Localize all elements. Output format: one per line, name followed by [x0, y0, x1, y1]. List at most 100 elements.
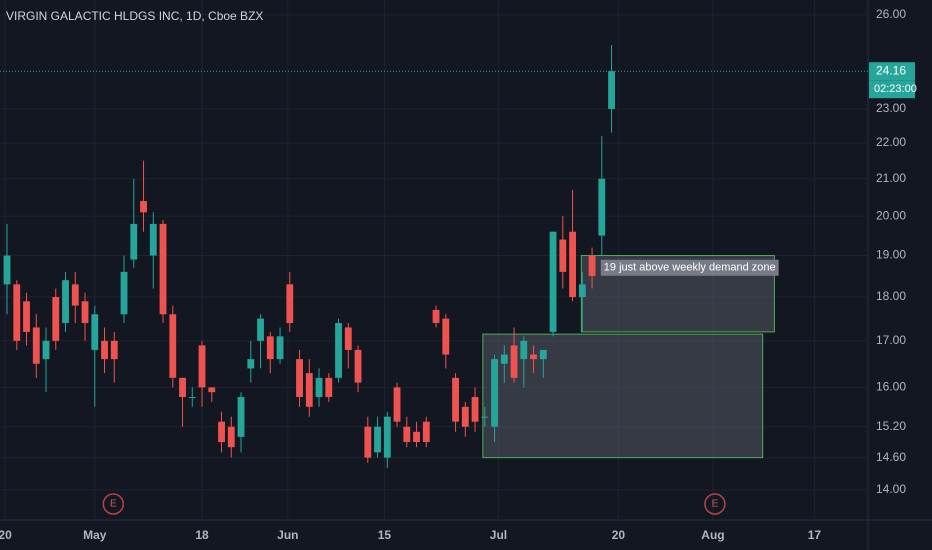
x-tick-label: 18: [195, 528, 209, 542]
candle-body: [549, 231, 557, 332]
candle-body: [608, 71, 615, 109]
y-tick-label: 23.00: [876, 101, 906, 115]
y-tick-label: 14.60: [876, 450, 906, 464]
candle-body: [354, 349, 362, 383]
candle-body: [227, 426, 235, 448]
candle-body: [393, 387, 401, 422]
candle-body: [500, 354, 508, 364]
candle-body: [539, 349, 547, 360]
candle-body: [559, 239, 567, 272]
candle-body: [598, 178, 606, 236]
plot: 19 just above weekly demand zone E E: [0, 44, 868, 515]
candle-body: [266, 336, 274, 360]
candle-body: [491, 359, 498, 427]
candle-body: [296, 359, 303, 398]
candle-body: [52, 297, 60, 341]
candle-body: [208, 387, 216, 393]
candle-body: [169, 314, 177, 378]
last-price-tag: [869, 62, 915, 81]
earnings-label: E: [712, 499, 719, 510]
candle-body: [578, 284, 586, 298]
x-tick-label: 15: [378, 528, 392, 542]
candle-body: [218, 421, 225, 443]
y-tick-label: 26.00: [876, 7, 906, 21]
candle-body: [110, 340, 118, 360]
y-tick-label: 15.20: [876, 419, 906, 433]
candle-body: [81, 301, 89, 324]
candle-body: [471, 397, 479, 422]
candle-body: [422, 421, 430, 443]
candle-body: [442, 318, 450, 355]
last-price-label: 24.16: [876, 63, 906, 77]
candle-body: [344, 327, 352, 350]
y-tick-label: 20.00: [876, 208, 906, 222]
y-tick-label: 18.00: [876, 289, 906, 303]
earnings-marker: [704, 493, 726, 515]
candle-body: [91, 314, 99, 350]
x-tick-label: May: [83, 528, 107, 542]
y-tick-label: 14.00: [876, 482, 906, 496]
demand-zone: [482, 333, 764, 459]
candle-body: [305, 373, 313, 407]
candle-body: [101, 340, 108, 360]
candle-body: [179, 377, 186, 398]
candle-body: [198, 345, 206, 388]
x-tick-label: 20: [0, 528, 12, 542]
chart-title: VIRGIN GALACTIC HLDGS INC, 1D, Cboe BZX: [6, 9, 263, 23]
candle-body: [42, 340, 50, 360]
earnings-label: E: [110, 499, 117, 510]
candle-body: [286, 284, 294, 324]
candle-body: [62, 280, 69, 324]
x-tick-label: Aug: [701, 528, 724, 542]
annotation-bg: [600, 259, 779, 276]
candle-body: [3, 255, 11, 285]
candle-body: [335, 323, 342, 378]
candle-body: [413, 431, 420, 443]
candle-body: [569, 231, 576, 298]
candle-body: [364, 426, 372, 458]
y-tick-label: 19.00: [876, 248, 906, 262]
candle-body: [247, 359, 255, 369]
x-tick-label: Jun: [277, 528, 298, 542]
candle-body: [140, 200, 147, 213]
candle-body: [130, 223, 138, 260]
candle-body: [520, 340, 528, 360]
candle-body: [315, 377, 323, 398]
earnings-marker: [102, 493, 125, 515]
x-tick-label: 17: [808, 528, 822, 542]
candle-body: [461, 406, 469, 427]
candle-body: [23, 301, 30, 332]
candle-body: [530, 354, 537, 360]
candle-body: [237, 397, 245, 437]
annotation: 19 just above weekly demand zone: [604, 262, 776, 274]
candle-body: [149, 223, 157, 256]
axes: 26.00 23.00 22.00 21.00 20.00 19.00 18.00 17.00…: [0, 7, 917, 542]
candle-body: [325, 377, 333, 398]
candle-body: [374, 426, 381, 453]
candle-body: [276, 336, 284, 360]
countdown-label: 02:23:00: [874, 83, 917, 95]
candle-body: [188, 397, 196, 399]
candle-body: [13, 284, 21, 341]
candle-body: [510, 345, 518, 378]
candle-body: [432, 309, 440, 324]
grid: [0, 0, 868, 520]
candle-body: [403, 426, 411, 443]
candle-body: [120, 271, 128, 315]
y-tick-label: 16.00: [876, 380, 906, 394]
candle-body: [257, 318, 264, 341]
y-tick-label: 22.00: [876, 135, 906, 149]
candle-body: [32, 327, 40, 364]
candle-body: [588, 255, 596, 276]
countdown-tag: [869, 80, 915, 99]
candle-body: [481, 416, 489, 418]
candle-body: [452, 377, 459, 422]
y-tick-label: 21.00: [876, 171, 906, 185]
candle-body: [159, 223, 167, 315]
y-tick-label: 17.00: [876, 333, 906, 347]
candle-body: [383, 416, 391, 458]
x-tick-label: Jul: [490, 528, 507, 542]
x-tick-label: 20: [612, 528, 626, 542]
